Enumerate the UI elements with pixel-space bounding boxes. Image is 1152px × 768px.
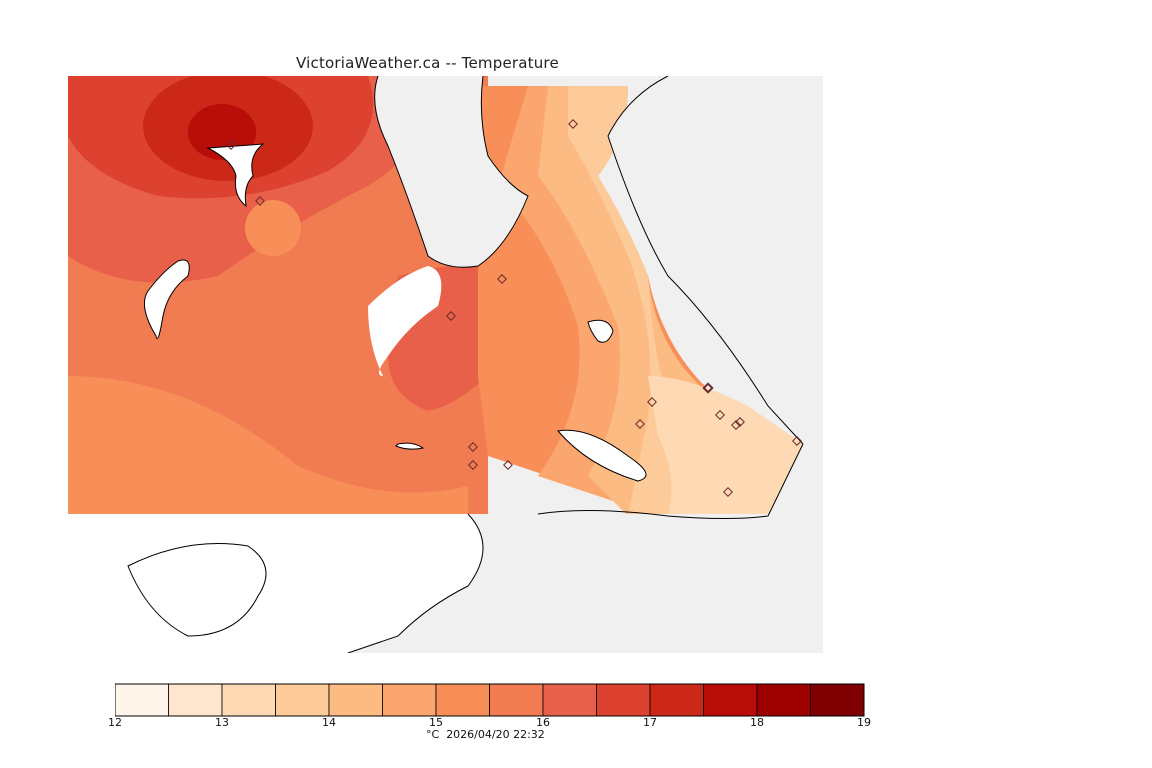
colorbar-tick-label: 19 xyxy=(857,716,871,729)
station-marker[interactable] xyxy=(468,460,478,470)
colorbar-swatch xyxy=(328,683,383,717)
colorbar-swatch xyxy=(756,683,811,717)
lake-west xyxy=(143,259,190,339)
colorbar-swatch xyxy=(703,683,758,717)
station-marker[interactable] xyxy=(735,417,745,427)
colorbar-tick-label: 15 xyxy=(429,716,443,729)
colorbar-tick-label: 13 xyxy=(215,716,229,729)
station-marker[interactable] xyxy=(731,420,741,430)
colorbar-swatch xyxy=(435,683,490,717)
colorbar-tick-label: 16 xyxy=(536,716,550,729)
zone-warm-south xyxy=(68,376,468,514)
colorbar-tick-label: 17 xyxy=(643,716,657,729)
colorbar-swatch xyxy=(596,683,651,717)
coastline-south xyxy=(347,513,484,653)
colorbar-swatches xyxy=(114,683,865,717)
station-marker[interactable] xyxy=(723,487,733,497)
station-marker[interactable] xyxy=(702,382,714,394)
colorbar-tick-label: 12 xyxy=(108,716,122,729)
timestamp: 2026/04/20 22:32 xyxy=(446,728,545,741)
coastline-east xyxy=(607,76,804,445)
station-marker[interactable] xyxy=(792,436,802,446)
colorbar-frame xyxy=(114,683,865,717)
zone-east-5 xyxy=(648,376,803,516)
island-harbour xyxy=(557,429,647,482)
station-marker[interactable] xyxy=(226,140,236,150)
station-marker[interactable] xyxy=(468,442,478,452)
station-marker[interactable] xyxy=(647,397,657,407)
station-marker[interactable] xyxy=(635,419,645,429)
temperature-colorbar xyxy=(114,683,875,727)
colorbar-caption: °C 2026/04/20 22:32 xyxy=(426,728,545,741)
coastline-mainland xyxy=(374,76,529,268)
island-southern xyxy=(127,543,267,637)
coastline-southeast xyxy=(537,443,804,519)
colorbar-swatch xyxy=(114,683,169,717)
unit-label: °C xyxy=(426,728,440,741)
map-title: VictoriaWeather.ca -- Temperature xyxy=(296,54,559,72)
water-inlet-north xyxy=(374,76,528,268)
station-marker[interactable] xyxy=(568,119,578,129)
water-south-east xyxy=(468,514,823,653)
station-markers xyxy=(226,119,802,497)
colorbar-svg xyxy=(114,683,865,717)
colorbar-swatch xyxy=(649,683,704,717)
water-strait-east xyxy=(608,76,823,446)
temperature-map[interactable] xyxy=(68,76,823,653)
colorbar-swatch xyxy=(221,683,276,717)
colorbar-swatch xyxy=(168,683,223,717)
island-central xyxy=(395,442,425,450)
colorbar-swatch xyxy=(489,683,544,717)
colorbar-tick-label: 14 xyxy=(322,716,336,729)
water-channel xyxy=(368,266,442,376)
colorbar-swatch xyxy=(382,683,437,717)
station-marker[interactable] xyxy=(255,196,265,206)
lake-north-channel xyxy=(206,143,265,208)
station-marker[interactable] xyxy=(503,460,513,470)
station-marker[interactable] xyxy=(715,410,725,420)
colorbar-swatch xyxy=(810,683,865,717)
colorbar-tick-label: 18 xyxy=(750,716,764,729)
zone-local-warm xyxy=(245,200,301,256)
station-marker[interactable] xyxy=(446,311,456,321)
colorbar-swatch xyxy=(542,683,597,717)
colorbar-swatch xyxy=(275,683,330,717)
station-marker[interactable] xyxy=(497,274,507,284)
island-east-small xyxy=(587,319,614,343)
